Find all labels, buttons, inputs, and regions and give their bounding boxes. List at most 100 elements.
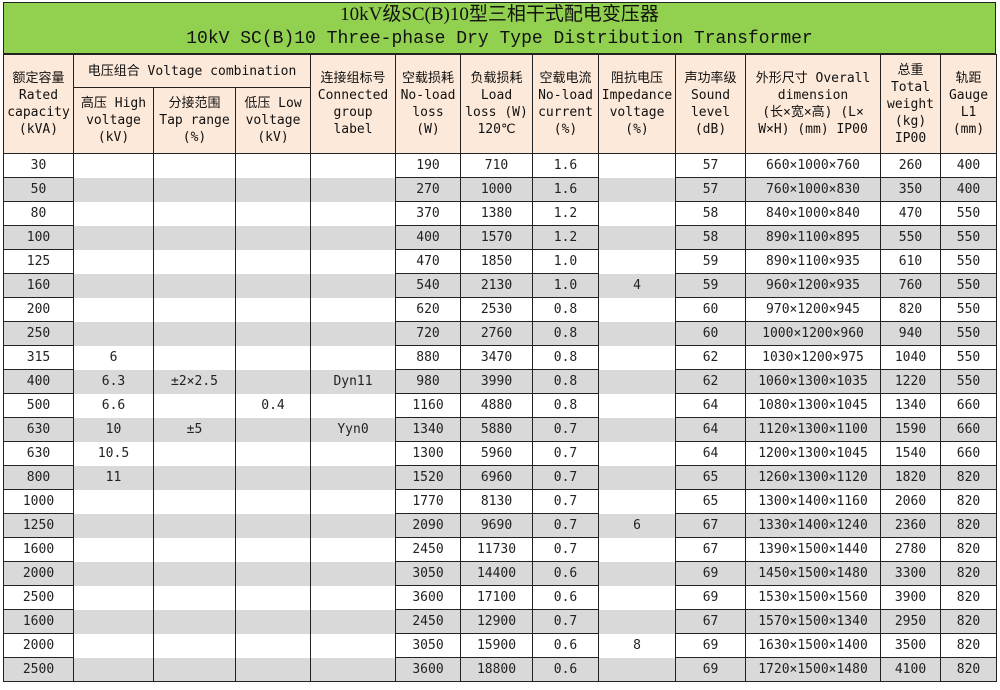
cell-capacity: 100 — [3, 225, 74, 250]
header-group: 连接组标号 Connected group label — [310, 54, 397, 154]
cell-high-voltage: 6.3 — [73, 369, 154, 394]
cell-weight: 2950 — [880, 609, 942, 634]
cell-noload-loss: 620 — [395, 297, 462, 322]
cell-low-voltage — [234, 369, 312, 394]
cell-load-loss: 2760 — [460, 321, 534, 346]
cell-load-loss: 3990 — [460, 369, 534, 394]
cell-high-voltage: 11 — [73, 465, 154, 490]
cell-load-loss: 5880 — [460, 417, 534, 442]
table-row: 800 11 1520 6960 0.7 65 1260×1300×1120 1820 820 — [3, 465, 998, 490]
cell-impedance — [598, 489, 677, 514]
cell-noload-current: 0.7 — [532, 441, 600, 466]
cell-noload-loss: 270 — [395, 177, 462, 202]
cell-noload-current: 0.8 — [532, 321, 600, 346]
cell-group-label — [310, 489, 397, 514]
table-body: 30 190 710 1.6 57 660×1000×760 260 400 50 270 1000… — [3, 153, 998, 682]
cell-weight: 1590 — [880, 417, 942, 442]
cell-impedance — [598, 153, 677, 178]
cell-low-voltage — [234, 297, 312, 322]
cell-load-loss: 18800 — [460, 657, 534, 682]
cell-impedance — [598, 537, 677, 562]
cell-noload-current: 0.6 — [532, 561, 600, 586]
cell-capacity: 30 — [3, 153, 74, 178]
cell-low-voltage — [234, 633, 312, 658]
table-row: 1250 2090 9690 0.7 6 67 1330×1400×1240 2360 820 — [3, 513, 998, 538]
cell-weight: 550 — [880, 225, 942, 250]
cell-group-label — [310, 273, 397, 298]
cell-load-loss: 11730 — [460, 537, 534, 562]
cell-high-voltage — [73, 657, 154, 682]
header-line: group — [333, 105, 373, 120]
header-line: (%) — [182, 130, 207, 145]
header-sound: 声功率级 Sound level (dB) — [675, 54, 747, 154]
header-line: Load — [480, 88, 513, 103]
cell-low-voltage — [234, 177, 312, 202]
cell-noload-current: 0.6 — [532, 585, 600, 610]
table-row: 200 620 2530 0.8 60 970×1200×945 820 550 — [3, 297, 998, 322]
cell-low-voltage — [234, 537, 312, 562]
cell-gauge: 660 — [940, 417, 998, 442]
cell-sound-level: 65 — [675, 489, 747, 514]
header-gauge: 轨距 Gauge L1 (mm) — [940, 54, 998, 154]
cell-gauge: 820 — [940, 561, 998, 586]
cell-low-voltage — [234, 417, 312, 442]
cell-gauge: 820 — [940, 609, 998, 634]
table-row: 2500 3600 18800 0.6 69 1720×1500×1480 4100 820 — [3, 657, 998, 682]
cell-low-voltage — [234, 345, 312, 370]
cell-low-voltage — [234, 153, 312, 178]
cell-weight: 3300 — [880, 561, 942, 586]
cell-noload-loss: 1340 — [395, 417, 462, 442]
cell-group-label — [310, 201, 397, 226]
cell-noload-current: 0.7 — [532, 537, 600, 562]
cell-tap-range — [153, 585, 236, 610]
cell-sound-level: 59 — [675, 273, 747, 298]
cell-noload-current: 0.7 — [532, 513, 600, 538]
cell-low-voltage — [234, 465, 312, 490]
cell-group-label — [310, 393, 397, 418]
cell-dimension: 1030×1200×975 — [745, 345, 882, 370]
cell-sound-level: 64 — [675, 441, 747, 466]
cell-gauge: 550 — [940, 369, 998, 394]
header-low-voltage: 低压 Low voltage (kV) — [234, 87, 312, 154]
cell-high-voltage — [73, 489, 154, 514]
cell-low-voltage — [234, 273, 312, 298]
header-line: (长×宽×高) (L× — [762, 105, 864, 120]
cell-dimension: 1200×1300×1045 — [745, 441, 882, 466]
table-row: 100 400 1570 1.2 58 890×1100×895 550 550 — [3, 225, 998, 250]
cell-capacity: 630 — [3, 441, 74, 466]
cell-noload-loss: 190 — [395, 153, 462, 178]
cell-group-label — [310, 153, 397, 178]
cell-dimension: 970×1200×945 — [745, 297, 882, 322]
cell-sound-level: 58 — [675, 201, 747, 226]
cell-impedance — [598, 561, 677, 586]
cell-impedance — [598, 417, 677, 442]
header-line: W×H) (mm) IP00 — [758, 122, 868, 137]
cell-impedance — [598, 441, 677, 466]
cell-sound-level: 67 — [675, 537, 747, 562]
cell-group-label — [310, 297, 397, 322]
cell-tap-range — [153, 177, 236, 202]
cell-weight: 2780 — [880, 537, 942, 562]
cell-weight: 1540 — [880, 441, 942, 466]
cell-noload-current: 0.8 — [532, 297, 600, 322]
cell-load-loss: 1570 — [460, 225, 534, 250]
header-line: Rated — [18, 88, 59, 103]
cell-capacity: 2000 — [3, 633, 74, 658]
header-line: No-load — [538, 88, 593, 103]
header-weight: 总重 Total weight (kg) IP00 — [880, 54, 942, 154]
cell-tap-range: ±2×2.5 — [153, 369, 236, 394]
cell-noload-loss: 2450 — [395, 609, 462, 634]
cell-group-label: Yyn0 — [310, 417, 397, 442]
header-line: Total — [890, 79, 931, 95]
header-line: 空载电流 — [539, 71, 592, 86]
cell-gauge: 400 — [940, 153, 998, 178]
cell-group-label: Dyn11 — [310, 369, 397, 394]
spec-sheet: 10kV级SC(B)10型三相干式配电变压器 10kV SC(B)10 Thre… — [3, 2, 998, 682]
table-title: 10kV级SC(B)10型三相干式配电变压器 10kV SC(B)10 Thre… — [3, 2, 996, 54]
cell-sound-level: 65 — [675, 465, 747, 490]
cell-impedance — [598, 369, 677, 394]
cell-load-loss: 8130 — [460, 489, 534, 514]
table-row: 160 540 2130 1.0 4 59 960×1200×935 760 550 — [3, 273, 998, 298]
cell-weight: 2060 — [880, 489, 942, 514]
header-line: 轨距 — [955, 71, 982, 86]
